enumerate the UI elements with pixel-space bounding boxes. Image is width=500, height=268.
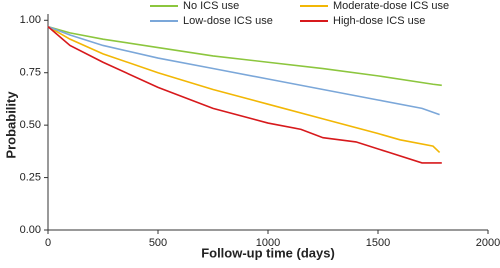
y-axis-label: Probability xyxy=(3,91,18,159)
x-tick-label: 1000 xyxy=(256,237,280,249)
y-tick-label: 0.50 xyxy=(20,119,41,131)
x-tick-label: 1500 xyxy=(366,237,390,249)
x-axis-label: Follow-up time (days) xyxy=(201,245,335,260)
legend-label: No ICS use xyxy=(183,0,239,12)
legend-label: Moderate-dose ICS use xyxy=(333,0,449,12)
y-tick-label: 0.25 xyxy=(20,171,41,183)
series-line xyxy=(47,25,441,153)
y-tick-label: 0.00 xyxy=(20,224,41,236)
legend-label: Low-dose ICS use xyxy=(183,15,273,27)
series-line xyxy=(47,25,442,164)
series-line xyxy=(47,25,440,116)
x-tick-label: 2000 xyxy=(476,237,500,249)
x-tick-label: 500 xyxy=(149,237,167,249)
series-line xyxy=(47,25,442,87)
x-tick-label: 0 xyxy=(45,237,51,249)
legend-label: High-dose ICS use xyxy=(333,15,425,27)
y-tick-label: 0.75 xyxy=(20,67,41,79)
y-tick-label: 1.00 xyxy=(20,14,41,26)
